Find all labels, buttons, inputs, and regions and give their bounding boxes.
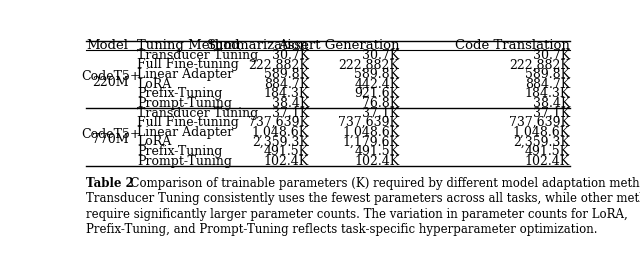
Text: LoRA: LoRA [137,135,172,148]
Text: 102.4K: 102.4K [525,155,570,168]
Text: Summarization: Summarization [207,39,309,52]
Text: Tuning Method: Tuning Method [137,39,239,52]
Text: 30.7K: 30.7K [532,49,570,62]
Text: CodeT5+: CodeT5+ [81,128,141,141]
Text: 220M: 220M [92,76,129,89]
Text: Full Fine-tuning: Full Fine-tuning [137,116,239,129]
Text: 222,882K: 222,882K [248,58,309,71]
Text: 37.1K: 37.1K [532,106,570,120]
Text: Transducer Tuning: Transducer Tuning [137,106,259,120]
Text: 442.4K: 442.4K [354,78,399,91]
Text: Transducer Tuning consistently uses the fewest parameters across all tasks, whil: Transducer Tuning consistently uses the … [86,192,640,205]
Text: Full Fine-tuning: Full Fine-tuning [137,58,239,71]
Text: 589.8K: 589.8K [264,68,309,81]
Text: Prefix-Tuning: Prefix-Tuning [137,87,223,100]
Text: 38.4K: 38.4K [532,97,570,110]
Text: 491.5K: 491.5K [355,145,399,158]
Text: 737,639K: 737,639K [339,116,399,129]
Text: 30.7K: 30.7K [272,49,309,62]
Text: 491.5K: 491.5K [264,145,309,158]
Text: Transducer Tuning: Transducer Tuning [137,49,259,62]
Text: 37.1K: 37.1K [362,106,399,120]
Text: Code Translation: Code Translation [455,39,570,52]
Text: Linear Adapter: Linear Adapter [137,68,234,81]
Text: 76.8K: 76.8K [362,97,399,110]
Text: Prompt-Tuning: Prompt-Tuning [137,155,232,168]
Text: 102.4K: 102.4K [264,155,309,168]
Text: Model: Model [86,39,128,52]
Text: 2,359.3K: 2,359.3K [513,135,570,148]
Text: 222,882K: 222,882K [339,58,399,71]
Text: 589.8K: 589.8K [525,68,570,81]
Text: 184.3K: 184.3K [525,87,570,100]
Text: 1,048.6K: 1,048.6K [513,126,570,139]
Text: 1,048.6K: 1,048.6K [252,126,309,139]
Text: 184.3K: 184.3K [264,87,309,100]
Text: 38.4K: 38.4K [272,97,309,110]
Text: 589.8K: 589.8K [355,68,399,81]
Text: Prefix-Tuning: Prefix-Tuning [137,145,223,158]
Text: 491.5K: 491.5K [525,145,570,158]
Text: 37.1K: 37.1K [272,106,309,120]
Text: Assert Generation: Assert Generation [278,39,399,52]
Text: Prefix-Tuning, and Prompt-Tuning reflects task-specific hyperparameter optimizat: Prefix-Tuning, and Prompt-Tuning reflect… [86,223,598,236]
Text: 1,048.6K: 1,048.6K [342,126,399,139]
Text: Linear Adapter: Linear Adapter [137,126,234,139]
Text: Table 2: Table 2 [86,177,138,190]
Text: 1,179.6K: 1,179.6K [342,135,399,148]
Text: CodeT5+: CodeT5+ [81,70,141,83]
Text: Comparison of trainable parameters (K) required by different model adaptation me: Comparison of trainable parameters (K) r… [123,177,640,190]
Text: 884.7K: 884.7K [264,78,309,91]
Text: 2,359.3K: 2,359.3K [252,135,309,148]
Text: 30.7K: 30.7K [362,49,399,62]
Text: 884.7K: 884.7K [525,78,570,91]
Text: 737,639K: 737,639K [509,116,570,129]
Text: 770M: 770M [92,133,129,147]
Text: require significantly larger parameter counts. The variation in parameter counts: require significantly larger parameter c… [86,208,628,221]
Text: LoRA: LoRA [137,78,172,91]
Text: 222,882K: 222,882K [509,58,570,71]
Text: 737,639K: 737,639K [248,116,309,129]
Text: Prompt-Tuning: Prompt-Tuning [137,97,232,110]
Text: 921.6K: 921.6K [355,87,399,100]
Text: 102.4K: 102.4K [354,155,399,168]
